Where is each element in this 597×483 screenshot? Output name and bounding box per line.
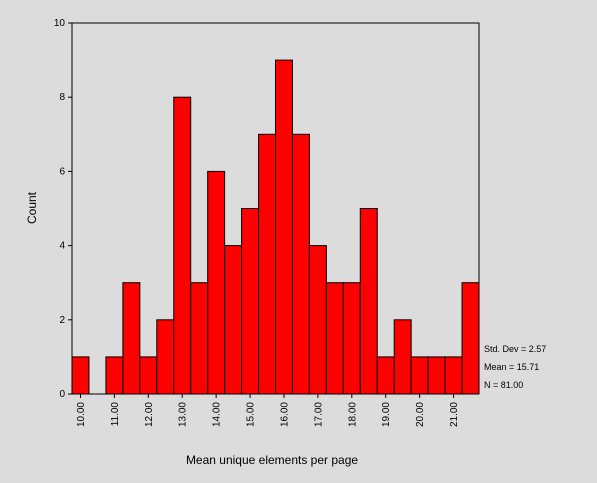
histogram-bar-12.50 — [156, 319, 175, 395]
histogram-bar-16.50 — [291, 133, 310, 395]
x-tick-label-20.00: 20.00 — [415, 402, 426, 427]
histogram-bar-13.00 — [173, 96, 192, 395]
x-tick-label-18.00: 18.00 — [347, 402, 358, 427]
y-tick-label-4: 4 — [59, 241, 65, 252]
x-tick-label-21.00: 21.00 — [449, 402, 460, 427]
histogram-bar-17.50 — [325, 282, 344, 395]
histogram-bar-18.00 — [342, 282, 361, 395]
stat-n: N = 81.00 — [484, 380, 523, 390]
histogram-bar-14.00 — [207, 170, 226, 395]
x-tick-label-15.00: 15.00 — [246, 402, 257, 427]
y-tick-label-0: 0 — [59, 389, 65, 400]
x-tick-label-13.00: 13.00 — [178, 402, 189, 427]
x-tick-label-19.00: 19.00 — [381, 402, 392, 427]
x-tick-label-14.00: 14.00 — [212, 402, 223, 427]
histogram-bar-11.00 — [105, 356, 124, 395]
histogram-bar-19.00 — [376, 356, 395, 395]
y-axis-ticks: 0 2 4 6 8 10 — [54, 18, 72, 400]
histogram-bar-15.00 — [241, 208, 260, 395]
histogram-bar-18.50 — [359, 208, 378, 395]
bars-layer — [71, 59, 480, 395]
histogram-bar-21.50 — [461, 282, 480, 395]
y-tick-label-6: 6 — [59, 166, 65, 177]
histogram-bar-17.00 — [308, 245, 327, 395]
histogram-bar-15.50 — [258, 133, 277, 395]
plot-frame — [71, 22, 480, 395]
statistics-box: Std. Dev = 2.57 Mean = 15.71 N = 81.00 — [484, 344, 546, 390]
y-tick-label-2: 2 — [59, 315, 65, 326]
x-axis-ticks: 10.00 11.00 12.00 13.00 14.00 15.00 16.00 17.00… — [76, 394, 460, 427]
stat-mean: Mean = 15.71 — [484, 362, 539, 372]
histogram-bar-20.00 — [410, 356, 429, 395]
histogram-bar-14.50 — [224, 245, 243, 395]
x-tick-label-17.00: 17.00 — [313, 402, 324, 427]
x-tick-label-10.00: 10.00 — [76, 402, 87, 427]
histogram-bar-13.50 — [190, 282, 209, 395]
histogram-bar-21.00 — [444, 356, 463, 395]
histogram-bar-19.50 — [393, 319, 412, 395]
x-tick-label-11.00: 11.00 — [110, 402, 121, 427]
y-tick-label-10: 10 — [54, 18, 66, 29]
x-tick-label-16.00: 16.00 — [279, 402, 290, 427]
y-tick-label-8: 8 — [59, 92, 65, 103]
x-axis-label: Mean unique elements per page — [186, 453, 358, 467]
histogram-bar-12.00 — [139, 356, 158, 395]
histogram-bar-16.00 — [275, 59, 293, 395]
histogram-bar-20.50 — [427, 356, 446, 395]
histogram-bar-10.00 — [71, 356, 90, 395]
y-axis-label: Count — [25, 191, 39, 224]
histogram-bar-11.50 — [122, 282, 141, 395]
stat-std-dev: Std. Dev = 2.57 — [484, 344, 546, 354]
x-tick-label-12.00: 12.00 — [144, 402, 155, 427]
